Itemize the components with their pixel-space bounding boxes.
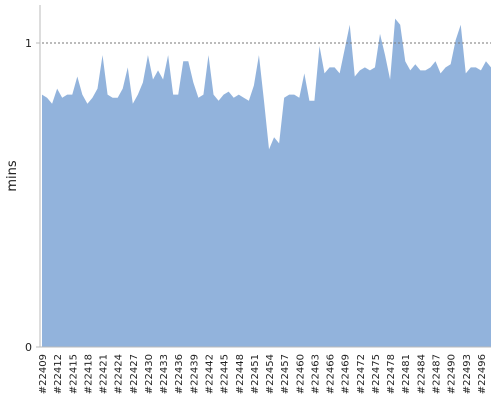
x-tick-label: #22430 xyxy=(144,354,155,394)
x-tick-label: #22457 xyxy=(280,354,291,394)
x-tick-label: #22475 xyxy=(371,354,382,394)
x-tick-label: #22445 xyxy=(220,354,231,394)
x-tick-label: #22466 xyxy=(326,354,337,394)
x-tick-label: #22436 xyxy=(174,354,185,394)
x-tick-label: #22433 xyxy=(159,354,170,394)
y-tick-label: 0 xyxy=(25,341,32,354)
x-tick-label: #22451 xyxy=(250,354,261,394)
x-tick-label: #22439 xyxy=(189,354,200,394)
x-tick-label: #22460 xyxy=(295,354,306,394)
x-tick-label: #22478 xyxy=(386,354,397,394)
x-tick-label: #22424 xyxy=(114,354,125,394)
x-tick-label: #22454 xyxy=(265,354,276,394)
x-tick-label: #22490 xyxy=(447,354,458,394)
x-tick-label: #22493 xyxy=(462,354,473,394)
x-tick-label: #22409 xyxy=(38,354,49,394)
x-tick-label: #22427 xyxy=(129,354,140,394)
x-tick-label: #22487 xyxy=(432,354,443,394)
x-tick-label: #22463 xyxy=(310,354,321,394)
x-tick-label: #22442 xyxy=(204,354,215,394)
area xyxy=(42,18,491,348)
x-tick-label: #22415 xyxy=(68,354,79,394)
y-tick-label: 1 xyxy=(25,37,32,50)
x-tick-label: #22484 xyxy=(416,354,427,394)
x-tick-label: #22481 xyxy=(401,354,412,394)
x-tick-label: #22496 xyxy=(477,354,488,394)
x-tick-label: #22418 xyxy=(83,354,94,394)
x-tick-label: #22472 xyxy=(356,354,367,394)
x-tick-label: #22469 xyxy=(341,354,352,394)
y-axis-label: mins xyxy=(5,160,20,192)
x-tick-label: #22421 xyxy=(99,354,110,394)
x-tick-label: #22448 xyxy=(235,354,246,394)
x-tick-label: #22412 xyxy=(53,354,64,394)
